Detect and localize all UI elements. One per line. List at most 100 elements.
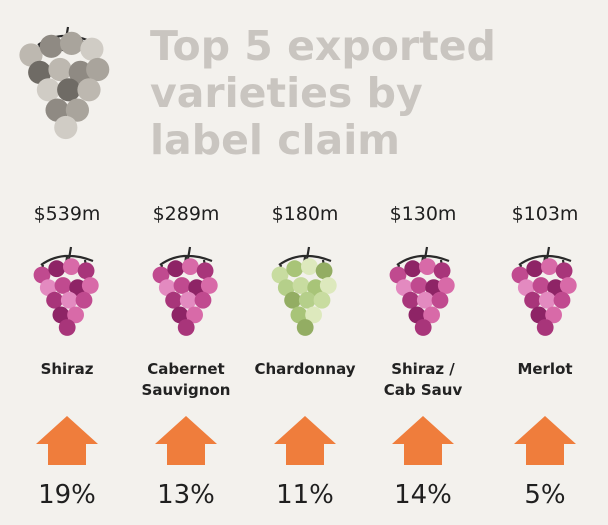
grape: [200, 277, 218, 294]
grape: [173, 277, 191, 294]
grape: [165, 291, 183, 309]
variety-name: Merlot: [517, 360, 572, 378]
grape: [315, 262, 333, 280]
grape: [48, 260, 66, 278]
grape: [530, 306, 548, 324]
grape: [532, 277, 550, 294]
grape: [425, 279, 443, 296]
grape: [517, 279, 535, 296]
grape-icon: [33, 246, 99, 336]
grape: [69, 279, 87, 296]
grape: [433, 262, 451, 280]
grape: [158, 279, 176, 296]
up-arrow: [155, 416, 217, 465]
grape: [536, 319, 554, 336]
grape: [286, 260, 304, 278]
variety-name: Shiraz /: [391, 360, 455, 378]
grape: [60, 291, 78, 309]
grape: [77, 262, 95, 280]
grape: [414, 319, 432, 336]
grape: [54, 277, 72, 294]
grape: [437, 277, 455, 294]
grape: [167, 260, 185, 278]
grape: [80, 37, 104, 61]
grape: [65, 98, 89, 122]
variety-name: Cab Sauv: [384, 381, 463, 399]
grape: [404, 260, 422, 278]
up-arrow: [274, 416, 336, 465]
value-label: $103m: [512, 203, 579, 225]
title: Top 5 exported: [150, 22, 496, 70]
grape-icon: [271, 246, 337, 336]
grape: [555, 262, 573, 280]
grape: [77, 78, 101, 102]
grape: [423, 306, 440, 324]
grape: [511, 266, 529, 284]
grape: [186, 306, 204, 324]
variety-name: Cabernet: [147, 360, 224, 378]
value-label: $130m: [390, 203, 457, 225]
up-arrow: [36, 416, 98, 465]
growth-label: 11%: [276, 480, 334, 510]
growth-label: 19%: [38, 480, 96, 510]
grape: [524, 291, 541, 309]
up-arrow: [514, 416, 576, 465]
grape: [292, 277, 310, 294]
grape: [52, 306, 70, 324]
title: varieties by: [150, 69, 423, 117]
grape: [194, 291, 212, 309]
grape-icon: [389, 246, 455, 336]
grape: [177, 319, 195, 336]
grape: [410, 277, 428, 294]
grape: [196, 262, 214, 280]
grape: [290, 306, 308, 324]
grape: [75, 291, 93, 309]
grape: [431, 291, 449, 309]
grape: [39, 279, 57, 296]
grape: [553, 291, 571, 309]
grape: [152, 266, 170, 284]
grape: [188, 279, 206, 296]
grape: [36, 78, 61, 102]
grape: [67, 306, 84, 324]
value-label: $180m: [272, 203, 339, 225]
grape: [408, 306, 426, 324]
grape: [48, 57, 72, 82]
grape: [319, 277, 337, 294]
grape: [541, 258, 558, 275]
variety-name: Chardonnay: [254, 360, 355, 378]
grape: [284, 291, 301, 309]
grape: [389, 266, 407, 284]
grape: [416, 291, 434, 309]
grape-icon: [511, 246, 577, 336]
grape: [545, 306, 562, 324]
grape: [28, 60, 52, 84]
variety-name: Shiraz: [41, 360, 94, 378]
grape: [395, 279, 413, 296]
grape: [86, 57, 110, 82]
grape: [182, 258, 199, 275]
grape: [277, 279, 295, 296]
grape: [296, 319, 314, 336]
grape: [305, 306, 322, 324]
up-arrow: [392, 416, 454, 465]
grape: [19, 43, 43, 67]
grape: [419, 258, 436, 275]
grape: [301, 258, 318, 275]
title: label claim: [150, 116, 400, 164]
grape: [171, 306, 189, 324]
grape: [179, 291, 197, 309]
variety-name: Sauvignon: [142, 381, 231, 399]
grape: [538, 291, 556, 309]
grape: [45, 98, 69, 122]
growth-label: 13%: [157, 480, 215, 510]
grape: [63, 258, 80, 275]
grape: [39, 34, 63, 58]
grape: [307, 279, 325, 296]
grape: [402, 291, 419, 309]
grape: [68, 60, 92, 84]
grape: [33, 266, 51, 284]
grape: [559, 277, 577, 294]
value-label: $539m: [34, 203, 101, 225]
